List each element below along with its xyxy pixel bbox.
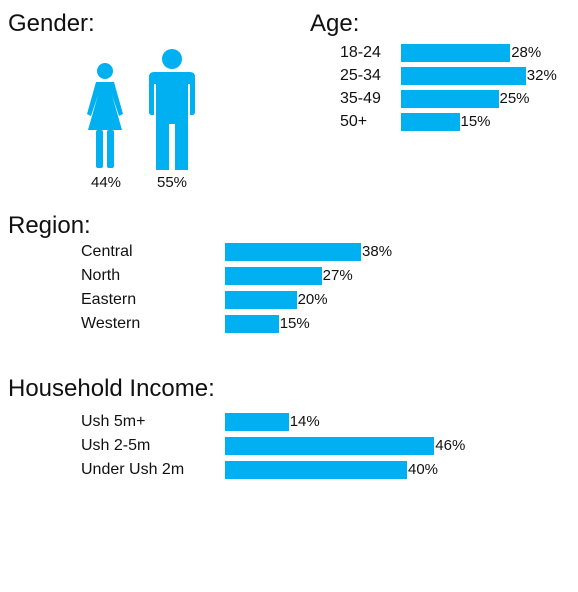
value-label-25-34: 32%	[526, 67, 557, 84]
category-label-north: North	[81, 267, 121, 284]
category-label-50: 50+	[340, 113, 368, 130]
bar-under-ush-2m	[225, 461, 407, 479]
category-label-18-24: 18-24	[340, 44, 381, 61]
bar-central	[225, 243, 362, 261]
bar-25-34	[401, 67, 526, 85]
value-label-eastern: 20%	[297, 291, 328, 308]
female-percentage: 44%	[91, 174, 122, 191]
man-icon	[149, 49, 195, 170]
category-label-ush-2-5m: Ush 2-5m	[81, 437, 151, 454]
bar-50	[401, 113, 460, 131]
category-label-35-49: 35-49	[340, 90, 381, 107]
value-label-ush-5m: 14%	[289, 413, 320, 430]
gender-title: Gender:	[8, 10, 95, 37]
bar-18-24	[401, 44, 511, 62]
category-label-western: Western	[81, 315, 141, 332]
category-label-eastern: Eastern	[81, 291, 137, 308]
value-label-under-ush-2m: 40%	[408, 461, 439, 478]
value-label-18-24: 28%	[511, 44, 542, 61]
age-title: Age:	[310, 10, 360, 37]
value-label-50: 15%	[460, 113, 491, 130]
value-label-35-49: 25%	[499, 90, 530, 107]
male-percentage: 55%	[157, 174, 188, 191]
value-label-central: 38%	[362, 243, 393, 260]
income-title: Household Income:	[8, 375, 215, 402]
value-label-western: 15%	[279, 315, 310, 332]
bar-ush-5m	[225, 413, 289, 431]
bar-western	[225, 315, 279, 333]
bar-ush-2-5m	[225, 437, 435, 455]
category-label-central: Central	[81, 243, 133, 260]
value-label-north: 27%	[322, 267, 353, 284]
value-label-ush-2-5m: 46%	[435, 437, 466, 454]
category-label-ush-5m: Ush 5m+	[81, 413, 146, 430]
bar-north	[225, 267, 322, 285]
category-label-under-ush-2m: Under Ush 2m	[81, 461, 185, 478]
woman-icon	[87, 63, 123, 168]
region-title: Region:	[8, 212, 91, 239]
category-label-25-34: 25-34	[340, 67, 381, 84]
bar-eastern	[225, 291, 297, 309]
bar-35-49	[401, 90, 499, 108]
